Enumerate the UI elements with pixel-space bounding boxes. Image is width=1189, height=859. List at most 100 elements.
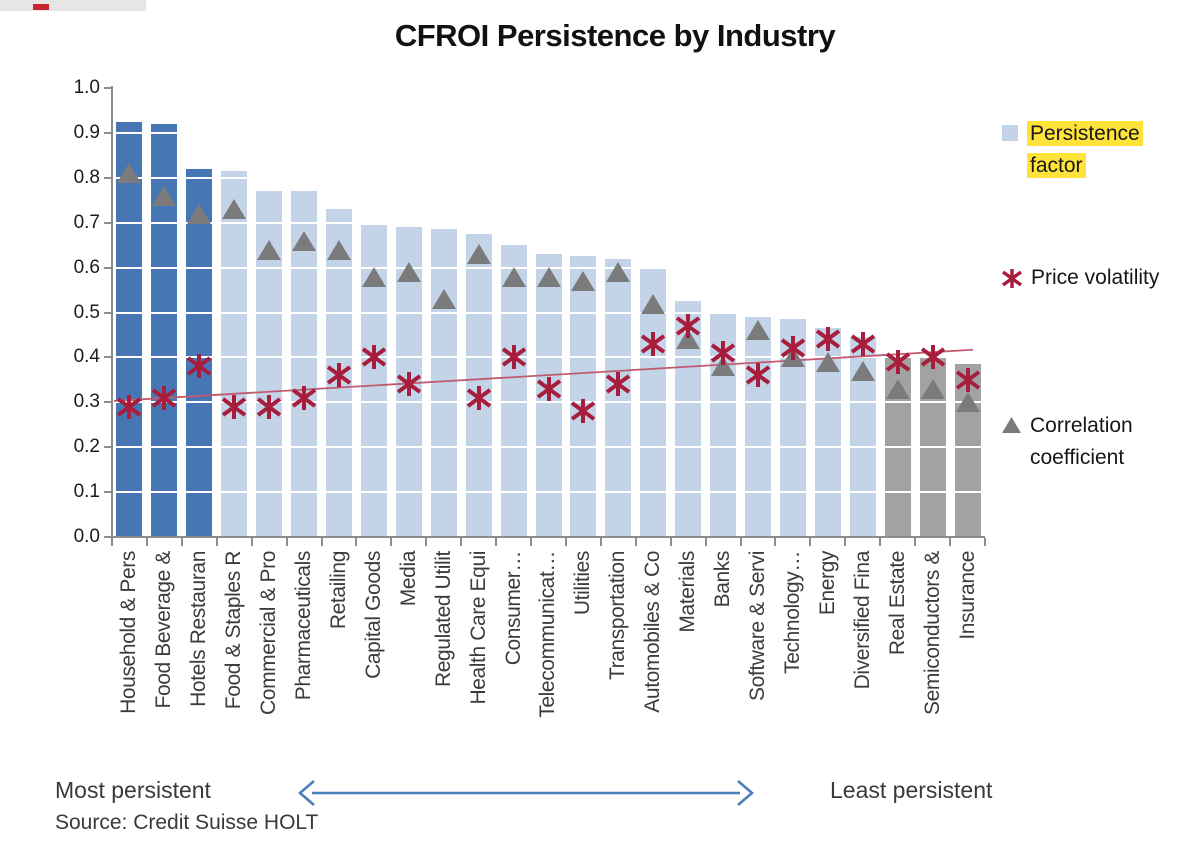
correlation-marker: [501, 266, 526, 287]
correlation-marker: [536, 266, 561, 287]
price-volatility-marker: [885, 349, 911, 375]
x-axis-tick: [215, 538, 218, 546]
price-volatility-marker: [396, 371, 422, 397]
y-axis-tick-label: 0.8: [73, 166, 100, 188]
correlation-marker: [571, 271, 596, 292]
correlation-marker: [606, 262, 631, 283]
y-axis-tick-label: 0.9: [73, 121, 100, 143]
y-axis-tick-label: 0.1: [73, 481, 100, 503]
y-axis-tick: [104, 266, 111, 269]
triangle-icon: [1002, 417, 1021, 433]
price-volatility-marker: [116, 394, 142, 420]
legend-label: Correlation coefficient: [1030, 414, 1133, 469]
range-arrow: [298, 780, 754, 806]
bar-transportation: [605, 258, 632, 537]
correlation-marker: [326, 239, 351, 260]
correlation-marker: [431, 289, 456, 310]
correlation-marker: [222, 199, 247, 220]
correlation-marker: [152, 185, 177, 206]
x-axis-tick: [285, 538, 288, 546]
x-axis-tick: [669, 538, 672, 546]
x-axis-tick: [809, 538, 812, 546]
gridline-overlay: [112, 131, 985, 134]
x-axis-tick: [180, 538, 183, 546]
gridline-overlay: [112, 491, 985, 494]
gridline-overlay: [112, 221, 985, 224]
x-axis-tick: [250, 538, 253, 546]
price-volatility-marker: [361, 344, 387, 370]
price-volatility-marker: [675, 313, 701, 339]
x-axis-tick: [390, 538, 393, 546]
y-axis-tick-label: 0.7: [73, 211, 100, 233]
x-axis-tick: [634, 538, 637, 546]
legend-item-persistence-factor: Persistence factor: [1002, 118, 1167, 182]
y-axis-tick-label: 0.5: [73, 301, 100, 323]
bar-household-pers: [116, 121, 143, 537]
gridline-overlay: [112, 176, 985, 179]
legend-item-correlation-coefficient: Correlation coefficient: [1002, 410, 1170, 474]
price-volatility-marker: [570, 398, 596, 424]
bar-consumer-: [500, 245, 527, 537]
correlation-marker: [641, 293, 666, 314]
chart-title: CFROI Persistence by Industry: [394, 18, 836, 53]
y-axis-tick-label: 0.0: [73, 526, 100, 547]
legend-label: Price volatility: [1031, 266, 1160, 289]
x-axis-tick: [914, 538, 917, 546]
x-axis-tick: [145, 538, 148, 546]
gridline-overlay: [112, 87, 985, 89]
legend-label: Persistence factor: [1027, 118, 1167, 182]
y-axis-tick-label: 0.4: [73, 346, 100, 368]
least-persistent-label: Least persistent: [830, 777, 993, 803]
price-volatility-marker: [955, 367, 981, 393]
price-volatility-marker: [815, 326, 841, 352]
bar-food-staples-r: [221, 171, 248, 537]
price-volatility-marker: [745, 362, 771, 388]
bar-software-servi: [745, 316, 772, 537]
correlation-marker: [396, 262, 421, 283]
square-icon: [1002, 125, 1018, 141]
price-volatility-marker: [221, 394, 247, 420]
bar-utilities: [570, 256, 597, 537]
x-axis-tick: [739, 538, 742, 546]
price-volatility-marker: [501, 344, 527, 370]
y-axis-tick: [104, 131, 111, 134]
correlation-marker: [257, 239, 282, 260]
y-axis-tick: [104, 176, 111, 179]
x-axis-tick: [530, 538, 533, 546]
y-axis-tick: [104, 221, 111, 224]
asterisk-icon: [1002, 269, 1022, 288]
correlation-marker: [117, 163, 142, 184]
y-axis-tick-label: 0.3: [73, 391, 100, 413]
x-axis-tick: [495, 538, 498, 546]
x-axis-tick: [355, 538, 358, 546]
price-volatility-marker: [256, 394, 282, 420]
correlation-marker: [885, 378, 910, 399]
price-volatility-marker: [466, 385, 492, 411]
bar-hotels-restauran: [186, 168, 213, 537]
price-volatility-marker: [605, 371, 631, 397]
correlation-marker: [361, 266, 386, 287]
y-axis-tick-label: 0.6: [73, 256, 100, 278]
correlation-marker: [955, 392, 980, 413]
correlation-marker: [850, 360, 875, 381]
price-volatility-marker: [850, 331, 876, 357]
price-volatility-marker: [151, 385, 177, 411]
red-mark: [33, 4, 49, 10]
window-edge-strip: [0, 0, 146, 11]
bar-regulated-utilit: [430, 229, 457, 537]
x-axis-tick: [564, 538, 567, 546]
correlation-marker: [676, 329, 701, 350]
x-axis-tick: [111, 538, 113, 546]
price-volatility-marker: [640, 331, 666, 357]
y-axis-tick-label: 0.2: [73, 436, 100, 458]
x-axis-tick: [774, 538, 777, 546]
x-axis-tick: [425, 538, 428, 546]
y-axis-line: [111, 86, 113, 545]
x-axis-tick: [844, 538, 847, 546]
y-axis-tick: [104, 401, 111, 404]
correlation-marker: [920, 378, 945, 399]
x-axis-tick: [949, 538, 952, 546]
bar-health-care-equi: [465, 233, 492, 537]
x-axis-tick: [460, 538, 463, 546]
